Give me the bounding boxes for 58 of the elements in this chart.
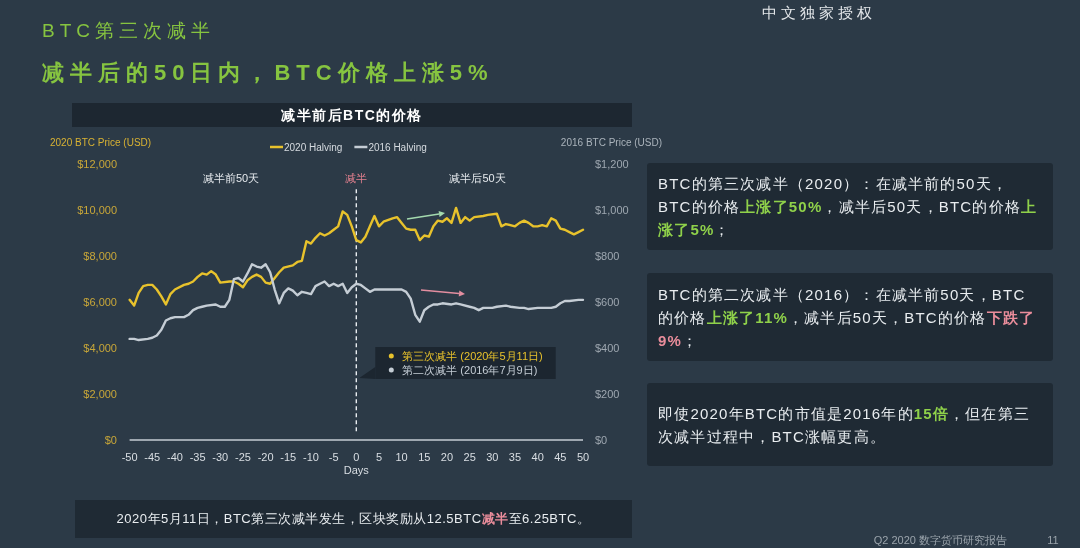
x-tick-label: 35: [508, 451, 522, 463]
annotation: 第三次减半 (2020年5月11日): [402, 350, 543, 362]
line-series: [128, 206, 585, 307]
annotation: 减半前50天: [202, 172, 260, 184]
y2-tick-label: $400: [595, 342, 620, 355]
y2-tick-label: $1,000: [595, 204, 629, 217]
text: BTC第三次减半: [42, 20, 215, 41]
y-tick-label: $4,000: [83, 342, 117, 355]
x-tick-label: -15: [280, 451, 297, 463]
y2-tick-label: $0: [595, 434, 608, 446]
x-axis-title: Days: [343, 464, 370, 476]
x-tick-label: -30: [212, 451, 229, 463]
y2-axis-title: 2016 BTC Price (USD): [560, 137, 662, 148]
y2-tick-label: $600: [595, 296, 620, 309]
x-tick-label: -25: [235, 451, 251, 463]
text: BTC的第三次减半（2020）：在减半前的50天，BTC的价格上涨了50%，减半后50天，BTC的价格上涨了5%；: [658, 175, 1038, 238]
annotation: 减半后50天: [449, 172, 506, 184]
x-tick-label: 40: [531, 451, 544, 463]
text: Q2 2020 数字货币研究报告: [873, 534, 1007, 546]
x-tick-label: -50: [121, 451, 138, 463]
text: 即使2020年BTC的市值是2016年的15倍，但在第三次减半过程中，BTC涨幅更高。: [658, 404, 1031, 445]
x-tick-label: 10: [395, 451, 408, 463]
callout: 第三次减半 (2020年5月11日) 第二次减半 (2016年7月9日): [359, 347, 556, 379]
x-tick-label: -35: [189, 451, 206, 463]
legend-label: 2020 Halving: [284, 141, 343, 153]
x-tick-label: -10: [303, 451, 319, 463]
x-tick-label: -40: [166, 451, 183, 463]
x-tick-label: 50: [576, 451, 590, 463]
x-tick-label: 30: [486, 451, 499, 463]
y2-tick-label: $200: [595, 388, 620, 401]
legend-label: 2016 Halving: [368, 141, 427, 153]
y-tick-label: $12,000: [77, 158, 117, 171]
x-tick-label: 20: [440, 451, 454, 463]
x-tick-label: 5: [375, 451, 383, 463]
x-tick-label: -5: [328, 451, 339, 463]
chart-title: 减半前后BTC的价格: [281, 107, 423, 123]
text: 11: [1047, 534, 1059, 546]
text: 中文独家授权: [762, 4, 876, 21]
text: 减半后的50日内，BTC价格上涨5%: [42, 60, 494, 85]
y-tick-label: $6,000: [83, 296, 117, 309]
x-tick-label: 25: [463, 451, 476, 463]
y-tick-label: $0: [104, 434, 117, 446]
ref-line-label: 减半: [345, 172, 368, 185]
text: BTC的第二次减半（2016）：在减半前50天，BTC的价格上涨了11%，减半后50天，BTC的价格下跌了9%；: [658, 285, 1036, 349]
x-tick-label: -20: [257, 451, 274, 463]
x-tick-label: 45: [554, 451, 567, 463]
y-axis-title: 2020 BTC Price (USD): [50, 137, 152, 148]
x-tick-label: 15: [418, 451, 431, 463]
annotation: 第二次减半 (2016年7月9日): [402, 364, 538, 376]
text: 2020年5月11日，BTC第三次减半发生，区块奖励从12.5BTC减半至6.25BTC。: [75, 500, 632, 538]
x-tick-label: 0: [353, 451, 360, 463]
line-series: [128, 263, 585, 342]
y2-tick-label: $1,200: [595, 158, 629, 171]
y-tick-label: $10,000: [77, 204, 117, 217]
y2-tick-label: $800: [595, 250, 620, 263]
x-tick-label: -45: [144, 451, 161, 463]
y-tick-label: $2,000: [83, 388, 117, 401]
y-tick-label: $8,000: [83, 250, 117, 263]
